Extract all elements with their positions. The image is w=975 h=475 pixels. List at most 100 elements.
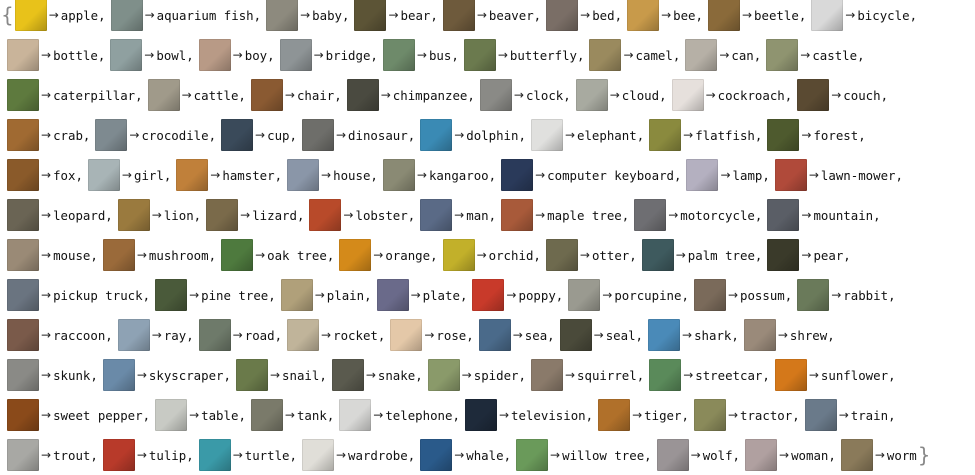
rule-arrow: → [269, 368, 281, 382]
rule-arrow: → [151, 208, 162, 222]
thumbnail-image [102, 359, 135, 391]
class-label: mushroom [148, 247, 209, 263]
class-label: bed [592, 7, 615, 23]
association-row: → bottle, → bowl, → boy, → bridge, → bus, → butterf… [7, 35, 870, 75]
rule-arrow: → [831, 88, 842, 102]
class-label: telephone [385, 407, 453, 423]
association-entry: → pear, [767, 239, 855, 271]
rule-arrow: → [550, 448, 561, 462]
thumbnail-image [530, 119, 563, 151]
rule-arrow: → [675, 248, 686, 262]
separator-comma: , [488, 167, 497, 183]
association-row: → mouse, → mushroom, → oak tree, → orange, → orch… [7, 235, 856, 275]
rule-arrow: → [705, 88, 716, 102]
separator-comma: , [754, 207, 763, 223]
class-label: television [511, 407, 586, 423]
thumbnail-image [840, 439, 873, 471]
association-entry: → maple tree, [501, 199, 634, 231]
separator-comma: , [451, 47, 459, 63]
association-entry: → lion, [117, 199, 206, 231]
separator-comma: , [90, 247, 98, 263]
class-label: skunk [53, 367, 91, 383]
rule-arrow: → [801, 208, 812, 222]
class-label: motorcycle [680, 207, 755, 223]
class-label: castle [812, 47, 858, 63]
association-entry: → orchid, [442, 239, 546, 271]
separator-comma: , [452, 407, 460, 423]
thumbnail-image [766, 39, 799, 71]
rule-arrow: → [210, 168, 221, 182]
thumbnail-image [301, 119, 334, 151]
rule-arrow: → [41, 168, 52, 182]
rule-arrow: → [580, 8, 591, 22]
thumbnail-image [110, 0, 143, 31]
thumbnail-image [648, 319, 681, 351]
association-entry: → telephone, [339, 399, 465, 431]
thumbnail-image [110, 39, 143, 71]
thumbnail-image [221, 239, 254, 271]
association-entry: → apple, [14, 0, 111, 31]
class-label: butterfly [509, 47, 578, 63]
rule-arrow: → [808, 168, 819, 182]
separator-comma: , [296, 207, 305, 223]
association-entry: → willow tree, [516, 439, 657, 471]
separator-comma: , [274, 327, 283, 343]
rule-arrow: → [189, 408, 200, 422]
thumbnail-image [707, 0, 740, 31]
association-row: → raccoon, → ray, → road, → rocket, → rose, → sea, →… [7, 315, 840, 355]
thumbnail-image [649, 359, 682, 391]
thumbnail-image [250, 79, 283, 111]
class-label: sweet pepper [53, 407, 143, 423]
rule-arrow: → [800, 48, 811, 62]
class-label: crocodile [141, 127, 209, 143]
class-label: chimpanzee [392, 87, 468, 103]
association-entry: → wolf, [656, 439, 745, 471]
association-entry: → forest, [767, 119, 870, 151]
class-label: squirrel [577, 367, 637, 383]
class-label: can [731, 47, 754, 63]
thumbnail-image [743, 319, 776, 351]
thumbnail-image [87, 159, 120, 191]
thumbnail-image [280, 279, 313, 311]
class-label: lizard [252, 207, 297, 223]
association-entry: → worm [840, 439, 917, 471]
association-entry: → bridge, [279, 39, 383, 71]
rule-arrow: → [48, 8, 59, 22]
separator-comma: , [533, 7, 542, 23]
rule-arrow: → [365, 368, 376, 382]
separator-comma: , [636, 367, 645, 383]
rule-arrow: → [189, 288, 200, 302]
separator-comma: , [762, 167, 770, 183]
separator-comma: , [888, 367, 896, 383]
class-label: raccoon [53, 327, 106, 343]
association-entry: → crab, [7, 119, 95, 151]
class-label: bottle [53, 47, 98, 63]
separator-comma: , [208, 127, 217, 143]
class-label: snail [282, 367, 320, 383]
separator-comma: , [555, 287, 564, 303]
rule-arrow: → [461, 368, 472, 382]
rule-arrow: → [41, 48, 52, 62]
thumbnail-image [420, 439, 453, 471]
rule-arrow: → [683, 128, 694, 142]
association-entry: → wardrobe, [301, 439, 420, 471]
thumbnail-image [568, 279, 601, 311]
association-entry: → shark, [648, 319, 744, 351]
thumbnail-image [693, 399, 726, 431]
rule-arrow: → [41, 128, 52, 142]
rule-arrow: → [535, 168, 546, 182]
rule-arrow: → [564, 128, 575, 142]
open-brace: { [1, 3, 14, 27]
association-entry: → lamp, [686, 159, 774, 191]
rule-arrow: → [284, 408, 295, 422]
rule-arrow: → [593, 328, 604, 342]
rule-arrow: → [41, 368, 52, 382]
rule-arrow: → [564, 368, 576, 382]
thumbnail-image [442, 239, 475, 271]
association-entry: → plain, [280, 279, 377, 311]
rule-arrow: → [512, 328, 523, 342]
association-entry: → lobster, [309, 199, 420, 231]
thumbnail-image [7, 239, 39, 271]
thumbnail-image [7, 39, 39, 71]
